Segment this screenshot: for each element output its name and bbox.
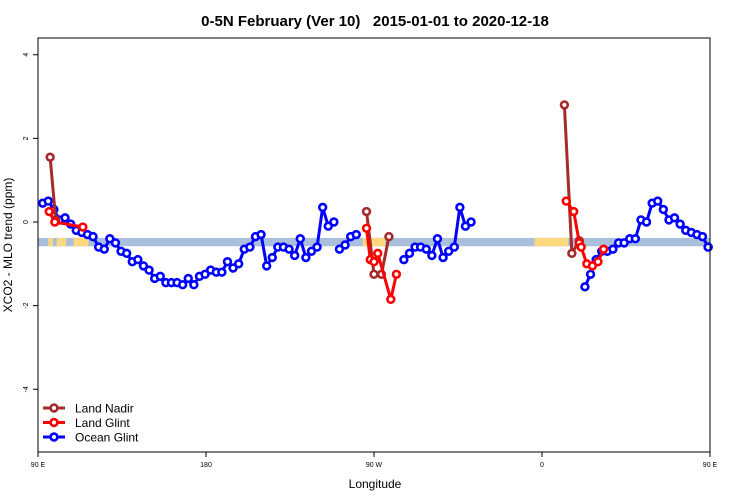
x-tick-label: 180 — [200, 462, 212, 469]
legend-label-land-glint: Land Glint — [75, 416, 130, 430]
y-tick-label: 4 — [23, 53, 30, 57]
ocean-glint-point — [449, 242, 459, 252]
x-tick-label: 90 W — [366, 462, 383, 469]
x-tick-label: 90 E — [31, 462, 46, 469]
land-nadir-point — [45, 152, 55, 162]
ocean-glint-point — [144, 265, 154, 275]
legend-marker-ocean-glint — [49, 432, 59, 442]
ocean-glint-point — [340, 240, 350, 250]
ocean-glint-point — [630, 234, 641, 244]
ocean-glint-point — [399, 254, 409, 265]
ocean-glint-point — [312, 242, 322, 252]
ocean-glint-point — [60, 213, 70, 223]
ocean-glint-point — [653, 196, 663, 206]
land-nadir-point — [361, 206, 372, 217]
ocean-glint-point — [421, 244, 431, 254]
land-glint-point — [44, 206, 54, 217]
ocean-glint-point — [295, 234, 305, 244]
ocean-glint-point — [697, 231, 708, 242]
x-tick-label: 90 E — [703, 462, 718, 469]
ocean-glint-point — [432, 234, 443, 244]
ocean-glint-point — [675, 219, 685, 229]
ocean-glint-point — [217, 267, 227, 277]
ocean-glint-point — [289, 250, 300, 261]
ocean-glint-point — [261, 261, 272, 271]
land-band-segment — [73, 237, 89, 247]
land-glint-point — [50, 217, 60, 227]
ocean-glint-point — [284, 244, 294, 254]
land-band-segment — [48, 237, 53, 247]
legend-label-ocean-glint: Ocean Glint — [75, 431, 139, 445]
plot-series — [37, 100, 713, 305]
ocean-glint-line — [402, 205, 472, 261]
x-axis-label: Longitude — [349, 477, 402, 491]
ocean-glint-point — [455, 202, 465, 213]
land-glint-point — [593, 257, 603, 267]
legend-marker-land-nadir — [49, 403, 59, 413]
land-glint-point — [576, 242, 586, 252]
ocean-glint-point — [585, 269, 596, 279]
ocean-glint-point — [703, 242, 713, 252]
y-tick-label: -2 — [23, 302, 30, 308]
ocean-glint-point — [466, 217, 476, 227]
land-glint-point — [598, 244, 609, 254]
ocean-glint-point — [183, 273, 193, 284]
land-band-segment — [362, 237, 386, 247]
ocean-glint-point — [256, 229, 266, 240]
ocean-glint-point — [121, 248, 132, 259]
land-nadir-line — [48, 157, 58, 221]
land-nadir-point — [567, 248, 577, 259]
land-glint-point — [361, 223, 372, 233]
ocean-glint-point — [329, 217, 339, 227]
land-ocean-band — [38, 237, 710, 247]
ocean-glint-point — [189, 280, 199, 290]
y-tick-label: 0 — [23, 220, 30, 224]
ocean-glint-point — [438, 252, 448, 263]
ocean-glint-point — [133, 254, 143, 265]
x-tick-label: 0 — [540, 462, 544, 469]
land-nadir-point — [384, 231, 394, 242]
ocean-glint-point — [245, 242, 255, 252]
ocean-glint-point — [233, 259, 244, 269]
chart-title: 0-5N February (Ver 10) 2015-01-01 to 202… — [201, 13, 549, 30]
land-band-segment — [56, 237, 66, 247]
y-axis-label: XCO2 - MLO trend (ppm) — [1, 178, 15, 313]
land-nadir-point — [559, 100, 570, 110]
ocean-glint-point — [88, 231, 98, 242]
land-glint-point — [369, 257, 379, 267]
land-glint-point — [386, 294, 396, 305]
ocean-glint-point — [608, 244, 618, 254]
land-nadir-point — [369, 269, 379, 279]
y-axis: 4 2 0 -2 -4 — [23, 53, 38, 392]
ocean-glint-point — [177, 280, 188, 290]
legend-label-land-nadir: Land Nadir — [75, 402, 134, 416]
ocean-glint-point — [43, 196, 53, 206]
land-glint-point — [561, 196, 571, 206]
ocean-glint-point — [641, 217, 652, 227]
ocean-glint-point — [404, 248, 415, 259]
ocean-glint-point — [351, 229, 361, 240]
ocean-glint-point — [99, 244, 109, 254]
land-glint-point — [78, 222, 88, 232]
ocean-glint-point — [669, 213, 680, 223]
ocean-glint-point — [317, 202, 328, 213]
ocean-glint-point — [110, 238, 121, 248]
ocean-glint-point — [155, 271, 165, 282]
legend-marker-land-glint — [49, 417, 59, 428]
land-glint-point — [391, 269, 402, 279]
land-glint-point — [373, 248, 383, 259]
ocean-glint-point — [658, 204, 669, 215]
ocean-glint-point — [580, 282, 590, 292]
land-band-segment — [534, 237, 569, 247]
y-tick-label: 2 — [23, 136, 30, 140]
ocean-glint-point — [267, 252, 277, 263]
ocean-glint-point — [301, 252, 311, 263]
land-glint-point — [569, 206, 579, 217]
y-tick-label: -4 — [23, 386, 30, 392]
x-axis: 90 E 180 90 W 0 90 E — [31, 452, 718, 469]
ocean-glint-point — [222, 257, 233, 267]
ocean-glint-point — [427, 250, 437, 261]
